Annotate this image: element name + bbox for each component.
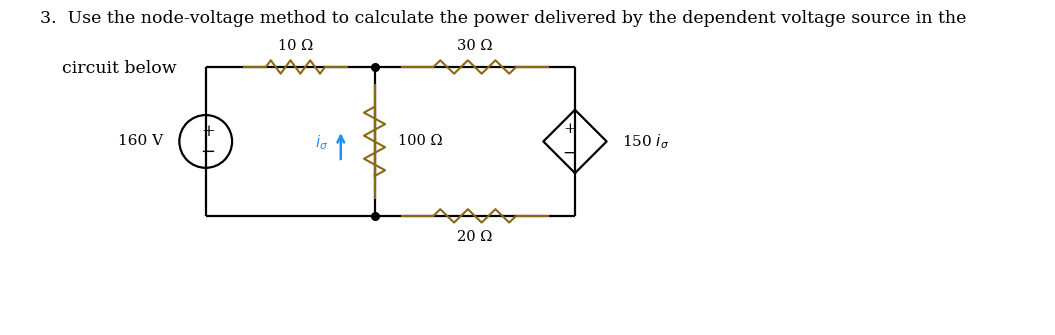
Text: +: + [200,123,215,140]
Text: 160 V: 160 V [118,134,164,148]
Text: 150 $i_{\sigma}$: 150 $i_{\sigma}$ [622,132,670,151]
Text: 10 Ω: 10 Ω [277,39,313,53]
Text: 3.  Use the node-voltage method to calculate the power delivered by the dependen: 3. Use the node-voltage method to calcul… [40,10,966,27]
Text: 100 Ω: 100 Ω [398,134,442,148]
Text: −: − [200,142,215,160]
Text: +: + [563,122,576,136]
Text: circuit below: circuit below [40,60,177,77]
Text: 30 Ω: 30 Ω [457,39,493,53]
Text: −: − [562,145,576,162]
Text: 20 Ω: 20 Ω [457,230,493,244]
Text: $i_{\sigma}$: $i_{\sigma}$ [314,133,328,152]
